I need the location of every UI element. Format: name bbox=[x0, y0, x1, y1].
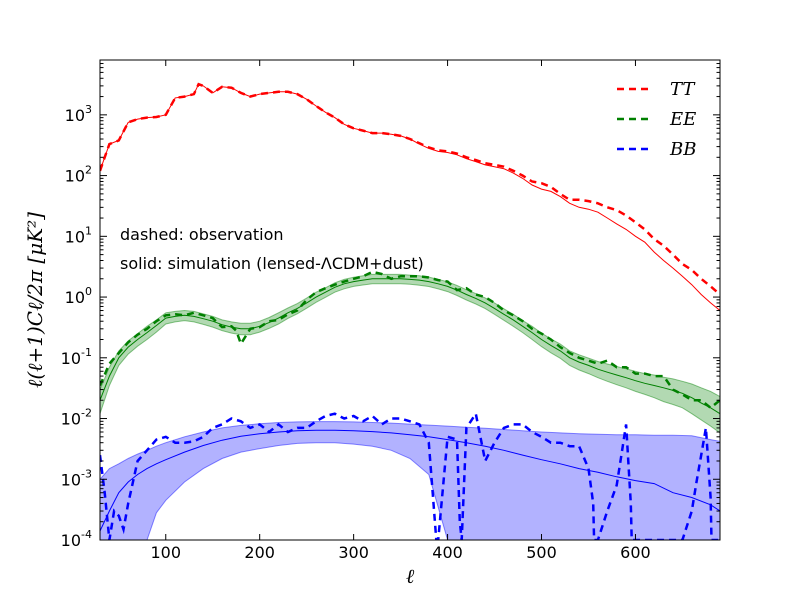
y-tick-label: 101 bbox=[65, 224, 92, 246]
bb-observation-line bbox=[100, 410, 720, 540]
legend: TT EE BB bbox=[617, 79, 696, 160]
ee-simulation-line bbox=[100, 278, 720, 415]
x-axis-ticks: 100 200 300 400 500 600 bbox=[150, 60, 651, 562]
legend-label-bb: BB bbox=[669, 139, 696, 160]
series-lines bbox=[100, 82, 720, 540]
y-tick-label: 10-2 bbox=[61, 407, 92, 429]
x-tick-label: 600 bbox=[620, 543, 651, 562]
tt-observation-line bbox=[100, 82, 720, 296]
x-tick-label: 100 bbox=[150, 543, 181, 562]
x-tick-label: 300 bbox=[338, 543, 369, 562]
ee-simulation-band bbox=[100, 273, 720, 434]
annotation-observation: dashed: observation bbox=[120, 225, 284, 244]
bb-simulation-band bbox=[100, 421, 720, 540]
x-tick-label: 400 bbox=[432, 543, 463, 562]
x-tick-label: 200 bbox=[244, 543, 275, 562]
y-tick-label: 10-4 bbox=[61, 528, 92, 550]
y-tick-label: 10-3 bbox=[61, 467, 92, 489]
x-tick-label: 500 bbox=[526, 543, 557, 562]
y-axis-label: ℓ(ℓ+1)Cℓ/2π [μK²] bbox=[23, 212, 47, 388]
y-tick-label: 102 bbox=[65, 164, 92, 186]
legend-label-ee: EE bbox=[669, 109, 696, 130]
ee-observation-line bbox=[100, 270, 720, 410]
y-tick-label: 10-1 bbox=[61, 346, 92, 368]
y-tick-label: 100 bbox=[65, 285, 92, 307]
y-axis-ticks: 10-4 10-3 10-2 10-1 100 101 102 103 bbox=[61, 59, 720, 550]
y-tick-label: 103 bbox=[65, 103, 92, 125]
x-axis-label: ℓ bbox=[406, 564, 415, 588]
legend-label-tt: TT bbox=[670, 79, 696, 100]
annotation-simulation: solid: simulation (lensed-ΛCDM+dust) bbox=[120, 254, 424, 273]
bb-simulation-line bbox=[100, 429, 720, 532]
